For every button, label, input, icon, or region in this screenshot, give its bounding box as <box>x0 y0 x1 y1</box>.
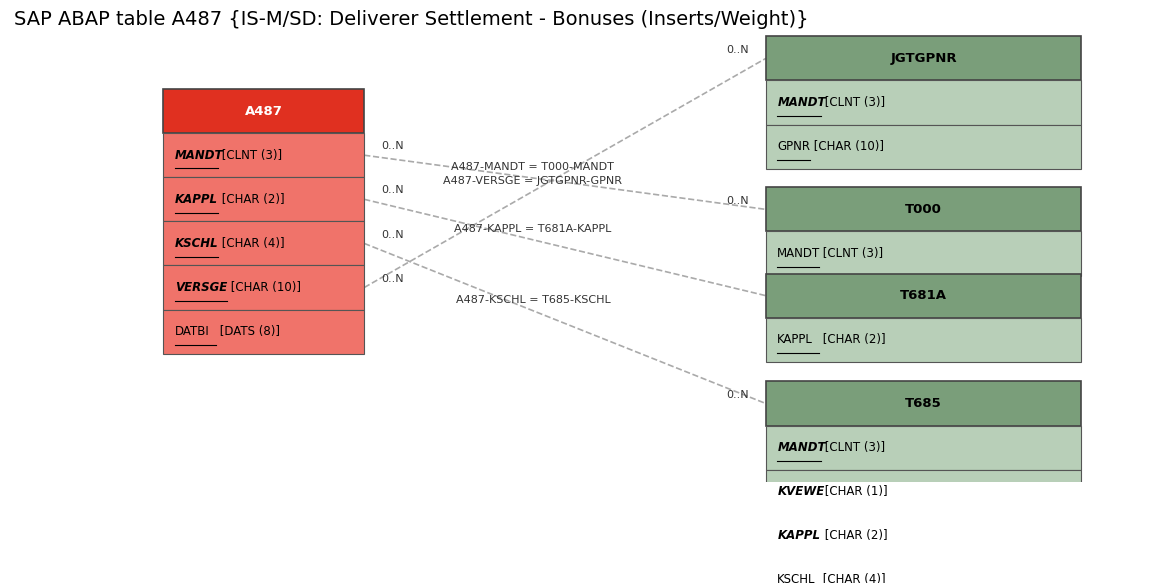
FancyBboxPatch shape <box>164 133 364 177</box>
Text: 0..N: 0..N <box>726 44 748 55</box>
Text: [CHAR (10)]: [CHAR (10)] <box>227 281 301 294</box>
Text: 0..N: 0..N <box>382 142 404 152</box>
FancyBboxPatch shape <box>164 177 364 222</box>
Text: 0..N: 0..N <box>382 230 404 240</box>
Text: T685: T685 <box>905 397 942 410</box>
Text: KVEWE: KVEWE <box>777 485 824 498</box>
Text: [CHAR (2)]: [CHAR (2)] <box>819 333 886 346</box>
Text: 0..N: 0..N <box>726 389 748 400</box>
Text: JGTGPNR: JGTGPNR <box>890 52 957 65</box>
FancyBboxPatch shape <box>164 310 364 354</box>
Text: T000: T000 <box>905 203 942 216</box>
FancyBboxPatch shape <box>766 514 1082 558</box>
FancyBboxPatch shape <box>766 80 1082 125</box>
Text: MANDT: MANDT <box>777 96 826 109</box>
FancyBboxPatch shape <box>766 470 1082 514</box>
Text: T681A: T681A <box>900 289 947 302</box>
Text: [CHAR (2)]: [CHAR (2)] <box>821 529 888 542</box>
FancyBboxPatch shape <box>766 426 1082 470</box>
Text: KAPPL: KAPPL <box>175 193 218 206</box>
Text: MANDT: MANDT <box>777 247 821 260</box>
Text: [CLNT (3)]: [CLNT (3)] <box>821 96 884 109</box>
FancyBboxPatch shape <box>766 231 1082 276</box>
FancyBboxPatch shape <box>766 187 1082 231</box>
Text: KSCHL: KSCHL <box>175 237 219 250</box>
Text: A487-KSCHL = T685-KSCHL: A487-KSCHL = T685-KSCHL <box>455 295 610 305</box>
FancyBboxPatch shape <box>164 89 364 133</box>
Text: VERSGE: VERSGE <box>175 281 227 294</box>
Text: [CHAR (1)]: [CHAR (1)] <box>821 485 888 498</box>
Text: [CHAR (4)]: [CHAR (4)] <box>218 237 285 250</box>
Text: A487: A487 <box>244 104 282 118</box>
Text: 0..N: 0..N <box>382 273 404 284</box>
FancyBboxPatch shape <box>766 273 1082 318</box>
Text: 0..N: 0..N <box>382 185 404 195</box>
FancyBboxPatch shape <box>766 318 1082 362</box>
FancyBboxPatch shape <box>766 558 1082 583</box>
FancyBboxPatch shape <box>766 125 1082 168</box>
FancyBboxPatch shape <box>766 36 1082 80</box>
Text: [CHAR (4)]: [CHAR (4)] <box>819 574 886 583</box>
Text: A487-KAPPL = T681A-KAPPL: A487-KAPPL = T681A-KAPPL <box>454 224 611 234</box>
Text: SAP ABAP table A487 {IS-M/SD: Deliverer Settlement - Bonuses (Inserts/Weight)}: SAP ABAP table A487 {IS-M/SD: Deliverer … <box>14 10 809 29</box>
Text: [CLNT (3)]: [CLNT (3)] <box>819 247 883 260</box>
Text: KSCHL: KSCHL <box>777 574 816 583</box>
Text: DATBI: DATBI <box>175 325 210 338</box>
Text: A487-VERSGE = JGTGPNR-GPNR: A487-VERSGE = JGTGPNR-GPNR <box>444 175 623 185</box>
FancyBboxPatch shape <box>766 381 1082 426</box>
FancyBboxPatch shape <box>164 265 364 310</box>
Text: [CLNT (3)]: [CLNT (3)] <box>821 441 884 454</box>
FancyBboxPatch shape <box>164 222 364 265</box>
Text: [CHAR (2)]: [CHAR (2)] <box>218 193 285 206</box>
Text: [DATS (8)]: [DATS (8)] <box>217 325 280 338</box>
Text: KAPPL: KAPPL <box>777 529 820 542</box>
Text: GPNR: GPNR <box>777 140 811 153</box>
Text: A487-MANDT = T000-MANDT: A487-MANDT = T000-MANDT <box>452 162 615 172</box>
Text: KAPPL: KAPPL <box>777 333 813 346</box>
Text: MANDT: MANDT <box>175 149 224 161</box>
Text: [CHAR (10)]: [CHAR (10)] <box>811 140 884 153</box>
Text: MANDT: MANDT <box>777 441 826 454</box>
Text: 0..N: 0..N <box>726 195 748 206</box>
Text: [CLNT (3)]: [CLNT (3)] <box>218 149 282 161</box>
